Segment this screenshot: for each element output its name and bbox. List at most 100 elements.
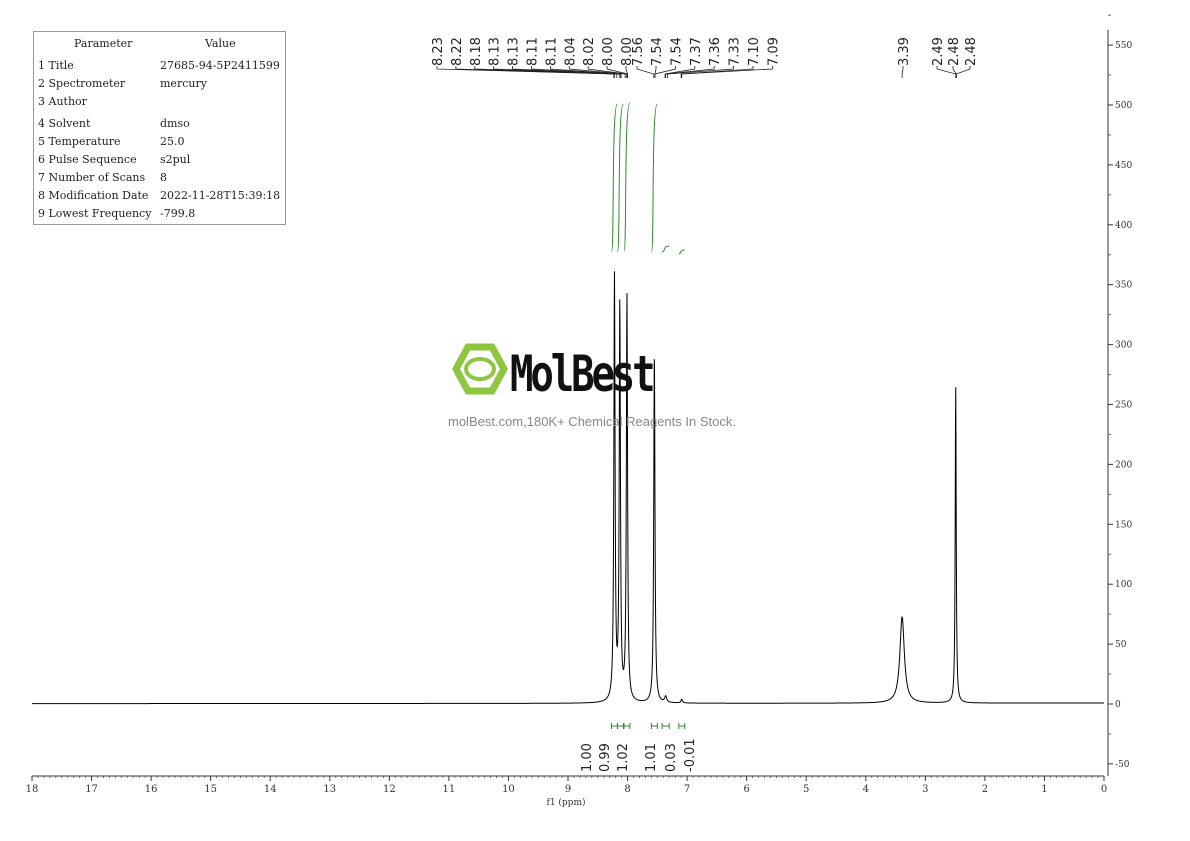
peak-label: 7.54: [650, 37, 665, 66]
x-tick-label: 16: [145, 784, 158, 795]
y-tick-label: 400: [1115, 221, 1132, 231]
peak-label: 8.02: [582, 37, 597, 66]
param-value: dmso: [160, 117, 190, 130]
peak-label-leader: [665, 66, 715, 78]
param-name: 6 Pulse Sequence: [38, 153, 137, 166]
integral-curve: [616, 103, 624, 253]
integral-bracket: [650, 723, 658, 729]
x-tick-label: 1: [1041, 784, 1047, 795]
spectrum-line: [32, 271, 1104, 705]
peak-label-leader: [550, 66, 622, 78]
integral-value: 0.99: [598, 743, 613, 772]
peak-label-leader: [955, 66, 971, 78]
x-tick-label: 14: [264, 784, 277, 795]
peak-label: 2.48: [964, 37, 979, 66]
integral-bracket: [616, 723, 624, 729]
param-name: 5 Temperature: [38, 135, 121, 148]
x-tick-label: 15: [204, 784, 217, 795]
integral-value: 1.02: [616, 743, 631, 772]
x-tick-label: 12: [383, 784, 396, 795]
peak-label: 7.36: [708, 37, 723, 66]
integral-value: -0.01: [683, 738, 698, 772]
peak-label: 8.13: [488, 37, 503, 66]
peak-label: 7.56: [631, 37, 646, 66]
peak-label: 3.39: [897, 37, 912, 66]
peak-label: 7.37: [689, 37, 704, 66]
peak-label: 8.18: [469, 37, 484, 66]
peak-label-leader: [654, 66, 676, 78]
integral-value: 1.00: [580, 743, 595, 772]
y-tick-label: 50: [1115, 640, 1127, 650]
peak-label: 7.09: [766, 37, 781, 66]
watermark-brand: MolBest: [510, 345, 656, 403]
peak-label: 7.54: [669, 37, 684, 66]
x-tick-label: 9: [565, 784, 571, 795]
y-tick-label: 150: [1115, 520, 1132, 530]
y-tick-label: 350: [1115, 281, 1132, 291]
y-tick-label: 550: [1115, 41, 1132, 51]
x-tick-label: 4: [863, 784, 869, 795]
peak-label: 2.48: [947, 37, 962, 66]
peak-label-leader: [512, 66, 621, 78]
peak-label: 7.33: [728, 37, 743, 66]
peak-label-leader: [636, 66, 655, 78]
integral-curve: [610, 103, 618, 253]
param-name: 2 Spectrometer: [38, 77, 126, 90]
y-tick-label: 0: [1115, 700, 1121, 710]
peak-label: 8.23: [431, 37, 446, 66]
param-name: 1 Title: [38, 59, 74, 72]
integral-curve: [650, 103, 658, 253]
integral-value: 0.03: [664, 743, 679, 772]
x-axis-label: f1 (ppm): [547, 797, 586, 808]
param-name: 7 Number of Scans: [38, 171, 146, 184]
y-tick-label: -50: [1115, 760, 1130, 770]
value-header: Value: [205, 37, 236, 50]
param-header: Parameter: [74, 37, 133, 50]
x-tick-label: 3: [922, 784, 928, 795]
peak-label-leader: [625, 66, 628, 78]
integral-bracket: [610, 723, 618, 729]
peak-label: 8.11: [526, 37, 541, 66]
x-tick-label: 2: [982, 784, 988, 795]
param-value: 2022-11-28T15:39:18: [160, 189, 281, 202]
integral-curve: [623, 102, 631, 252]
peak-label: 8.00: [620, 37, 635, 66]
x-tick-label: 10: [502, 784, 515, 795]
peak-label: 8.22: [450, 37, 465, 66]
param-name: 3 Author: [38, 95, 87, 108]
x-tick-label: 11: [443, 784, 456, 795]
param-value: 25.0: [160, 135, 185, 148]
peak-label-leader: [664, 66, 696, 78]
peak-label: 8.00: [601, 37, 616, 66]
param-value: s2pul: [160, 153, 191, 166]
param-value: 8: [160, 171, 167, 184]
peak-label-leader: [680, 66, 754, 78]
integral-bracket: [661, 723, 670, 729]
y-tick-label: 500: [1115, 101, 1132, 111]
x-tick-label: 17: [85, 784, 98, 795]
integral-curve: [678, 249, 685, 255]
peak-label-leader: [681, 66, 773, 78]
y-tick-label: 200: [1115, 460, 1132, 470]
y-tick-label: 450: [1115, 161, 1132, 171]
peak-label-leader: [568, 66, 626, 78]
param-name: 8 Modification Date: [38, 189, 149, 202]
peak-label-leader: [936, 66, 957, 78]
peak-label: 8.11: [544, 37, 559, 66]
param-value: 27685-94-5P2411599: [160, 59, 280, 72]
peak-label-leader: [587, 66, 627, 78]
integral-bracket: [623, 723, 631, 729]
peak-label: 8.13: [507, 37, 522, 66]
param-name: 4 Solvent: [38, 117, 91, 130]
x-tick-label: 8: [624, 784, 630, 795]
integral-value: 1.01: [644, 743, 659, 772]
param-name: 9 Lowest Frequency: [38, 207, 152, 220]
peak-label: 7.10: [747, 37, 762, 66]
y-tick-label: 100: [1115, 580, 1132, 590]
integral-bracket: [678, 723, 686, 729]
peak-label-leader: [901, 66, 904, 78]
param-value: mercury: [160, 77, 207, 90]
y-tick-label: 300: [1115, 341, 1132, 351]
x-tick-label: 18: [26, 784, 39, 795]
x-tick-label: 5: [803, 784, 809, 795]
